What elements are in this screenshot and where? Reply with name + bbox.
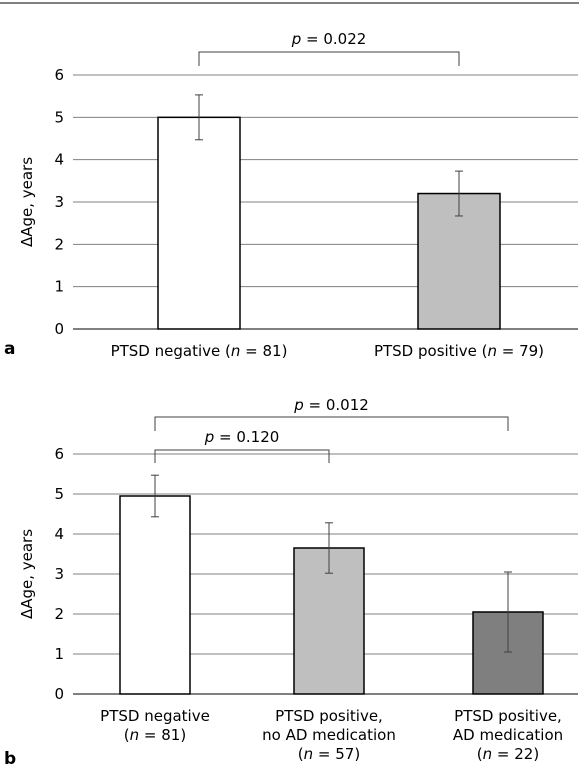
category-label: PTSD negative: [100, 707, 210, 725]
category-label-part: PTSD negative (: [111, 342, 231, 360]
p-value-label: p = 0.120: [204, 428, 280, 446]
category-label-part: = 57): [313, 745, 360, 763]
category-label-part: PTSD positive,: [275, 707, 383, 725]
category-label-part: no AD medication: [262, 726, 396, 744]
y-tick-label: 2: [54, 235, 64, 253]
category-label-part: = 81): [240, 342, 287, 360]
p-value-label: p = 0.022: [291, 30, 367, 48]
p-value: = 0.012: [304, 396, 369, 414]
category-label: AD medication: [453, 726, 563, 744]
y-tick-label: 0: [54, 320, 64, 338]
category-label-part: = 79): [497, 342, 544, 360]
category-label: (n = 57): [298, 745, 360, 763]
category-label-part: = 22): [492, 745, 539, 763]
category-label-part: = 81): [139, 726, 186, 744]
y-tick-label: 4: [54, 525, 64, 543]
category-label-part: PTSD positive (: [374, 342, 488, 360]
category-label: PTSD positive (n = 79): [374, 342, 544, 360]
category-label: PTSD positive,: [275, 707, 383, 725]
category-label-part: n: [487, 342, 497, 360]
bar: [157, 116, 241, 330]
p-value-label: p = 0.012: [293, 396, 369, 414]
p-value: = 0.022: [301, 30, 366, 48]
y-tick-label: 1: [54, 278, 64, 296]
p-symbol: p: [293, 396, 304, 414]
y-axis-label: ΔAge, years: [18, 529, 36, 619]
y-tick-label: 4: [54, 151, 64, 169]
category-label-part: n: [483, 745, 493, 763]
category-label-part: PTSD positive,: [454, 707, 562, 725]
category-label-part: n: [231, 342, 241, 360]
category-label-part: PTSD negative: [100, 707, 210, 725]
category-label-part: AD medication: [453, 726, 563, 744]
category-label: (n = 81): [124, 726, 186, 744]
y-tick-label: 2: [54, 605, 64, 623]
p-value: = 0.120: [214, 428, 279, 446]
p-symbol: p: [204, 428, 215, 446]
category-label-part: (: [124, 726, 130, 744]
y-tick-label: 5: [54, 108, 64, 126]
y-tick-label: 0: [54, 685, 64, 703]
category-label-part: (: [298, 745, 304, 763]
panel-label: a: [4, 339, 15, 359]
p-symbol: p: [291, 30, 302, 48]
significance-bracket: [154, 416, 509, 431]
category-label: no AD medication: [262, 726, 396, 744]
y-tick-label: 3: [54, 193, 64, 211]
category-label-part: (: [477, 745, 483, 763]
y-tick-label: 1: [54, 645, 64, 663]
category-label-part: n: [130, 726, 140, 744]
bar: [119, 495, 191, 695]
y-tick-label: 6: [54, 66, 64, 84]
panel-label: b: [4, 749, 16, 769]
category-label: (n = 22): [477, 745, 539, 763]
significance-bracket: [198, 51, 460, 66]
category-label: PTSD negative (n = 81): [111, 342, 288, 360]
significance-bracket: [154, 449, 330, 463]
category-label-part: n: [304, 745, 314, 763]
y-axis-label: ΔAge, years: [18, 157, 36, 247]
y-tick-label: 3: [54, 565, 64, 583]
y-tick-label: 6: [54, 445, 64, 463]
y-tick-label: 5: [54, 485, 64, 503]
category-label: PTSD positive,: [454, 707, 562, 725]
